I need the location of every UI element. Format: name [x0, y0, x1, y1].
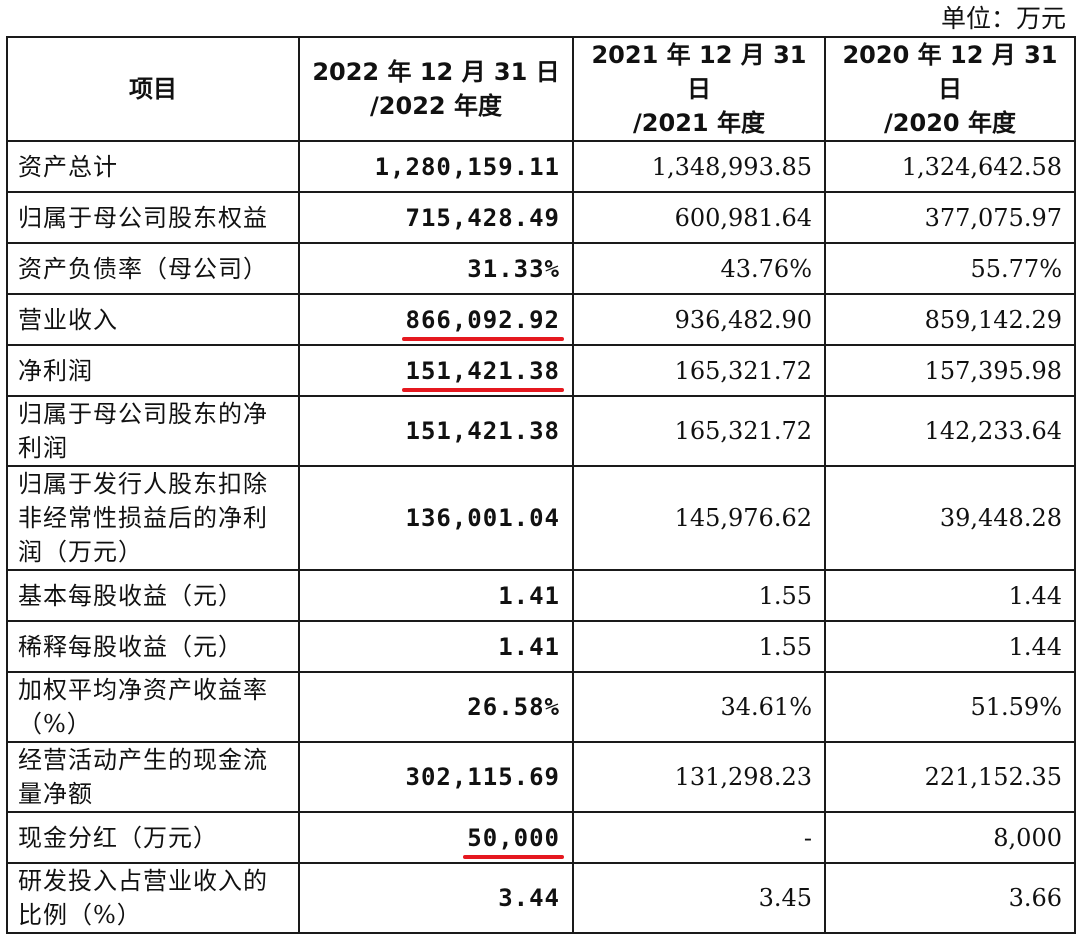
row-label: 归属于发行人股东扣除非经常性损益后的净利润（万元） [6, 465, 300, 571]
table-row: 研发投入占营业收入的比例（%） 3.44 3.45 3.66 [6, 862, 1076, 934]
red-underline [463, 854, 564, 859]
value-2020: 1.44 [824, 620, 1076, 673]
row-label: 归属于母公司股东权益 [6, 191, 300, 244]
value-2022: 1,280,159.11 [298, 140, 574, 193]
value-2022: 715,428.49 [298, 191, 574, 244]
value-2022-text: 1.41 [498, 581, 560, 610]
value-2022-text: 31.33% [467, 254, 560, 283]
value-2020: 39,448.28 [824, 465, 1076, 571]
value-2021: 1.55 [572, 620, 826, 673]
value-2021: 165,321.72 [572, 344, 826, 397]
row-label: 研发投入占营业收入的比例（%） [6, 862, 300, 934]
value-2021: 3.45 [572, 862, 826, 934]
value-2022-text: 3.44 [498, 884, 560, 912]
value-2022-text: 1.41 [498, 632, 560, 661]
table-row: 归属于母公司股东权益 715,428.49 600,981.64 377,075.97 [6, 191, 1076, 244]
header-2022: 2022 年 12 月 31 日/2022 年度 [298, 36, 574, 142]
value-2020: 51.59% [824, 671, 1076, 743]
red-underline [401, 336, 564, 341]
table-row: 资产负债率（母公司） 31.33% 43.76% 55.77% [6, 242, 1076, 295]
value-2021: 34.61% [572, 671, 826, 743]
value-2020: 157,395.98 [824, 344, 1076, 397]
header-2021: 2021 年 12 月 31 日/2021 年度 [572, 36, 826, 142]
value-2022: 136,001.04 [298, 465, 574, 571]
value-2022: 26.58% [298, 671, 574, 743]
value-2022-text: 50,000 [463, 824, 564, 859]
row-label: 稀释每股收益（元） [6, 620, 300, 673]
row-label: 归属于母公司股东的净利润 [6, 395, 300, 467]
row-label: 加权平均净资产收益率（%） [6, 671, 300, 743]
value-2022: 3.44 [298, 862, 574, 934]
table-row: 稀释每股收益（元） 1.41 1.55 1.44 [6, 620, 1076, 673]
table-row: 归属于发行人股东扣除非经常性损益后的净利润（万元） 136,001.04 145,9… [6, 465, 1076, 571]
table-row: 经营活动产生的现金流量净额 302,115.69 131,298.23 221,152… [6, 741, 1076, 813]
value-2022-text: 26.58% [467, 693, 560, 721]
value-2021: 145,976.62 [572, 465, 826, 571]
header-row: 项目 2022 年 12 月 31 日/2022 年度 2021 年 12 月 … [6, 36, 1076, 142]
value-2022: 1.41 [298, 569, 574, 622]
value-2020: 3.66 [824, 862, 1076, 934]
value-2020: 1.44 [824, 569, 1076, 622]
value-2021: 1,348,993.85 [572, 140, 826, 193]
table-row: 营业收入 866,092.92 936,482.90 859,142.29 [6, 293, 1076, 346]
value-2021: - [572, 811, 826, 864]
value-2022: 866,092.92 [298, 293, 574, 346]
value-2022-text: 136,001.04 [405, 504, 560, 532]
row-label: 资产总计 [6, 140, 300, 193]
value-2022-text: 151,421.38 [401, 357, 564, 392]
row-label: 资产负债率（母公司） [6, 242, 300, 295]
header-item: 项目 [6, 36, 300, 142]
row-label: 现金分红（万元） [6, 811, 300, 864]
value-2021: 936,482.90 [572, 293, 826, 346]
unit-note: 单位：万元 [940, 4, 1066, 33]
value-2020: 859,142.29 [824, 293, 1076, 346]
value-2022: 1.41 [298, 620, 574, 673]
table-row: 资产总计 1,280,159.11 1,348,993.85 1,324,642.58 [6, 140, 1076, 193]
table-row: 归属于母公司股东的净利润 151,421.38 165,321.72 142,233.… [6, 395, 1076, 467]
value-2022: 151,421.38 [298, 395, 574, 467]
row-label: 营业收入 [6, 293, 300, 346]
value-2022-text: 715,428.49 [405, 203, 560, 232]
value-2022-text: 866,092.92 [401, 306, 564, 341]
value-2022-text: 302,115.69 [405, 763, 560, 791]
table-row: 加权平均净资产收益率（%） 26.58% 34.61% 51.59% [6, 671, 1076, 743]
red-underline [401, 387, 564, 392]
value-2022: 31.33% [298, 242, 574, 295]
value-2021: 131,298.23 [572, 741, 826, 813]
value-2021: 43.76% [572, 242, 826, 295]
value-2020: 55.77% [824, 242, 1076, 295]
value-2021: 1.55 [572, 569, 826, 622]
value-2022: 151,421.38 [298, 344, 574, 397]
value-2020: 1,324,642.58 [824, 140, 1076, 193]
value-2022: 302,115.69 [298, 741, 574, 813]
value-2020: 377,075.97 [824, 191, 1076, 244]
table-row: 净利润 151,421.38 165,321.72 157,395.98 [6, 344, 1076, 397]
table-row: 基本每股收益（元） 1.41 1.55 1.44 [6, 569, 1076, 622]
row-label: 净利润 [6, 344, 300, 397]
table-row: 现金分红（万元） 50,000-8,000 [6, 811, 1076, 864]
financial-table: 项目 2022 年 12 月 31 日/2022 年度 2021 年 12 月 … [6, 36, 1076, 934]
value-2020: 8,000 [824, 811, 1076, 864]
value-2022: 50,000 [298, 811, 574, 864]
value-2021: 600,981.64 [572, 191, 826, 244]
value-2021: 165,321.72 [572, 395, 826, 467]
value-2022-text: 151,421.38 [405, 417, 560, 445]
value-2020: 142,233.64 [824, 395, 1076, 467]
value-2020: 221,152.35 [824, 741, 1076, 813]
value-2022-text: 1,280,159.11 [374, 152, 560, 181]
row-label: 基本每股收益（元） [6, 569, 300, 622]
row-label: 经营活动产生的现金流量净额 [6, 741, 300, 813]
header-2020: 2020 年 12 月 31 日/2020 年度 [824, 36, 1076, 142]
